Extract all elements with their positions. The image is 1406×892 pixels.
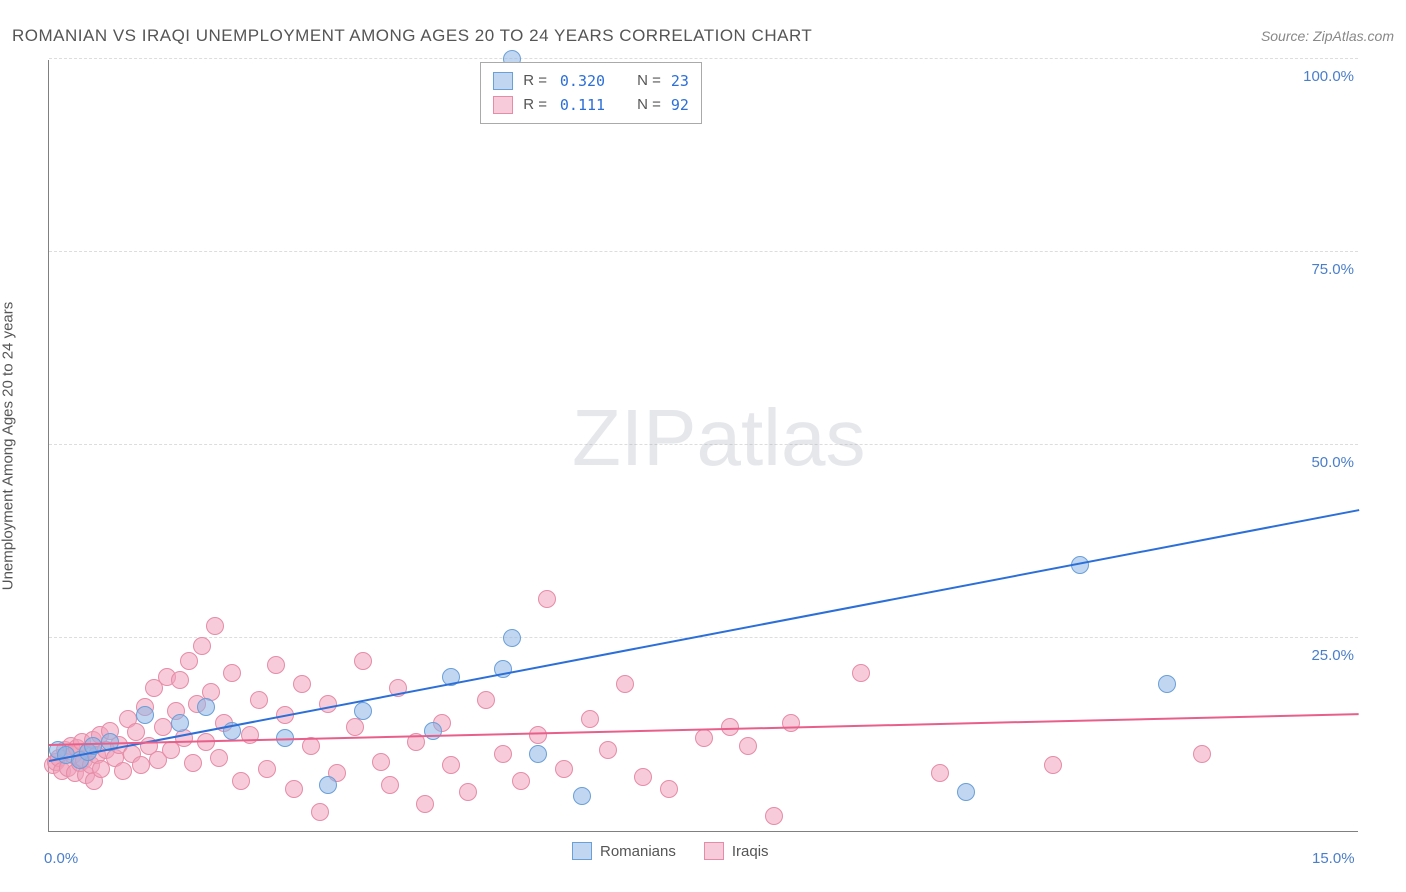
scatter-point-iraqis [250, 691, 268, 709]
stat-r-value: 0.320 [557, 69, 605, 93]
y-tick-label: 75.0% [1298, 261, 1354, 278]
legend-swatch [704, 842, 724, 860]
title-bar: ROMANIAN VS IRAQI UNEMPLOYMENT AMONG AGE… [12, 22, 1394, 50]
scatter-point-iraqis [258, 760, 276, 778]
bottom-legend: Romanians Iraqis [572, 842, 769, 860]
stat-n-value: 92 [671, 93, 689, 117]
scatter-point-iraqis [132, 756, 150, 774]
grid-line [49, 58, 1358, 59]
grid-line [49, 637, 1358, 638]
scatter-point-iraqis [293, 675, 311, 693]
scatter-point-romanians [197, 698, 215, 716]
scatter-point-iraqis [114, 762, 132, 780]
scatter-point-iraqis [599, 741, 617, 759]
scatter-point-iraqis [193, 637, 211, 655]
legend-item: Iraqis [704, 842, 769, 860]
scatter-point-iraqis [372, 753, 390, 771]
scatter-point-romanians [529, 745, 547, 763]
scatter-point-romanians [319, 776, 337, 794]
scatter-point-romanians [171, 714, 189, 732]
stats-row: R = 0.320 N = 23 [493, 69, 689, 93]
scatter-point-iraqis [634, 768, 652, 786]
scatter-point-iraqis [311, 803, 329, 821]
y-tick-label: 50.0% [1298, 454, 1354, 471]
stat-r-value: 0.111 [557, 93, 605, 117]
y-tick-label: 100.0% [1298, 68, 1354, 85]
x-tick-label-left: 0.0% [44, 850, 78, 867]
scatter-point-iraqis [459, 783, 477, 801]
plot-area [48, 60, 1358, 832]
scatter-point-iraqis [1193, 745, 1211, 763]
scatter-point-iraqis [442, 756, 460, 774]
scatter-point-iraqis [477, 691, 495, 709]
legend-swatch [493, 72, 513, 90]
scatter-point-iraqis [232, 772, 250, 790]
scatter-point-iraqis [581, 710, 599, 728]
trend-line-romanians [49, 509, 1359, 762]
stats-row: R = 0.111 N = 92 [493, 93, 689, 117]
scatter-point-romanians [354, 702, 372, 720]
scatter-point-iraqis [267, 656, 285, 674]
scatter-point-romanians [573, 787, 591, 805]
scatter-point-iraqis [416, 795, 434, 813]
scatter-point-iraqis [171, 671, 189, 689]
scatter-point-iraqis [660, 780, 678, 798]
y-axis-label: Unemployment Among Ages 20 to 24 years [0, 302, 17, 591]
grid-line [49, 251, 1358, 252]
scatter-point-romanians [136, 706, 154, 724]
scatter-point-iraqis [538, 590, 556, 608]
legend-label: Romanians [600, 843, 676, 860]
scatter-point-iraqis [494, 745, 512, 763]
y-tick-label: 25.0% [1298, 647, 1354, 664]
scatter-point-iraqis [223, 664, 241, 682]
scatter-point-iraqis [739, 737, 757, 755]
chart-title: ROMANIAN VS IRAQI UNEMPLOYMENT AMONG AGE… [12, 26, 812, 46]
grid-line [49, 444, 1358, 445]
legend-swatch [493, 96, 513, 114]
scatter-point-iraqis [184, 754, 202, 772]
scatter-point-iraqis [931, 764, 949, 782]
scatter-point-iraqis [180, 652, 198, 670]
source-label: Source: ZipAtlas.com [1261, 28, 1394, 44]
scatter-point-iraqis [695, 729, 713, 747]
scatter-point-iraqis [616, 675, 634, 693]
scatter-point-iraqis [319, 695, 337, 713]
stat-r-label: R = [523, 93, 547, 117]
scatter-point-iraqis [512, 772, 530, 790]
stats-box: R = 0.320 N = 23 R = 0.111 N = 92 [480, 62, 702, 124]
scatter-point-iraqis [154, 718, 172, 736]
legend-label: Iraqis [732, 843, 769, 860]
scatter-point-iraqis [206, 617, 224, 635]
scatter-point-iraqis [346, 718, 364, 736]
scatter-point-iraqis [852, 664, 870, 682]
scatter-point-iraqis [555, 760, 573, 778]
scatter-point-romanians [1158, 675, 1176, 693]
scatter-point-iraqis [1044, 756, 1062, 774]
scatter-point-iraqis [210, 749, 228, 767]
scatter-point-romanians [503, 629, 521, 647]
scatter-point-iraqis [765, 807, 783, 825]
stat-r-label: R = [523, 69, 547, 93]
scatter-point-iraqis [782, 714, 800, 732]
stat-n-label: N = [637, 69, 661, 93]
stat-n-value: 23 [671, 69, 689, 93]
scatter-point-iraqis [285, 780, 303, 798]
legend-swatch [572, 842, 592, 860]
scatter-point-romanians [957, 783, 975, 801]
scatter-point-iraqis [381, 776, 399, 794]
scatter-point-iraqis [354, 652, 372, 670]
x-tick-label-right: 15.0% [1312, 850, 1355, 867]
legend-item: Romanians [572, 842, 676, 860]
stat-n-label: N = [637, 93, 661, 117]
